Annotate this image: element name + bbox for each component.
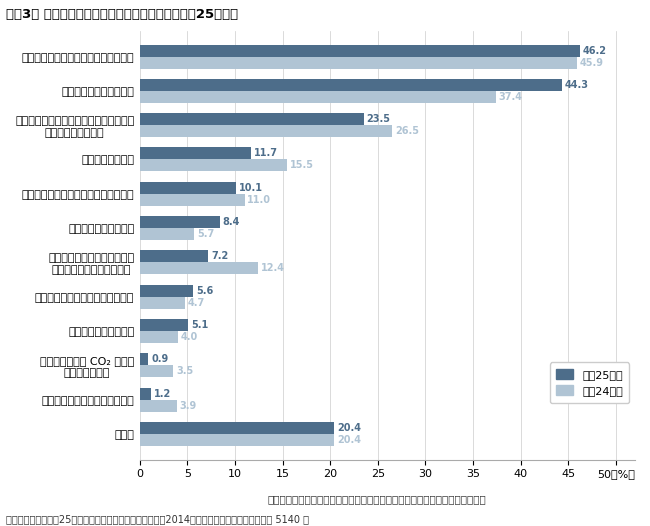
Text: 出典：総務省「平成25年通信利用動向調査」　調査期間：2014年１～３月　調査企業数：全国 5140 社: 出典：総務省「平成25年通信利用動向調査」 調査期間：2014年１～３月 調査企… (6, 514, 309, 524)
Text: 11.7: 11.7 (254, 148, 278, 158)
Text: 45.9: 45.9 (580, 57, 604, 67)
Text: 15.5: 15.5 (291, 160, 314, 170)
Text: 11.0: 11.0 (248, 195, 272, 205)
Text: 23.5: 23.5 (367, 114, 391, 124)
Text: 1.2: 1.2 (154, 389, 172, 399)
Bar (140, 331, 178, 343)
Text: 7.2: 7.2 (211, 251, 229, 261)
Bar (140, 353, 148, 366)
Text: 26.5: 26.5 (395, 126, 419, 136)
Text: 37.4: 37.4 (499, 92, 523, 102)
Text: 5.6: 5.6 (196, 286, 213, 296)
Bar (140, 228, 194, 240)
Text: 44.3: 44.3 (565, 80, 588, 90)
Legend: 平成25年末, 平成24年末: 平成25年末, 平成24年末 (550, 362, 629, 403)
Bar (140, 194, 244, 206)
Text: 5.1: 5.1 (191, 320, 209, 330)
Text: 4.7: 4.7 (187, 298, 205, 308)
Bar (140, 434, 334, 446)
Bar (140, 285, 193, 297)
Bar (140, 91, 496, 103)
Text: 20.4: 20.4 (337, 435, 361, 445)
Bar (140, 400, 177, 412)
Bar (140, 45, 580, 56)
Text: 【図3】 テレワークの導入目的（複数回答）（平成25年末）: 【図3】 テレワークの導入目的（複数回答）（平成25年末） (6, 8, 239, 21)
Text: 5.7: 5.7 (197, 229, 214, 239)
Bar (140, 422, 334, 434)
Bar (140, 56, 577, 68)
Text: テレワークには在宅勤務、サテライトオフィス勤務、モバイルワークを含む。: テレワークには在宅勤務、サテライトオフィス勤務、モバイルワークを含む。 (268, 494, 486, 504)
Text: 3.9: 3.9 (180, 401, 197, 411)
Text: 3.5: 3.5 (176, 366, 193, 377)
Bar (140, 216, 220, 228)
Text: 46.2: 46.2 (582, 46, 606, 56)
Bar (140, 159, 287, 171)
Text: 10.1: 10.1 (239, 183, 263, 193)
Bar (140, 182, 236, 194)
Bar (140, 319, 188, 331)
Text: 0.9: 0.9 (151, 355, 168, 365)
Text: 8.4: 8.4 (223, 217, 240, 227)
Text: 4.0: 4.0 (181, 332, 198, 342)
Bar (140, 366, 173, 377)
Text: 20.4: 20.4 (337, 423, 361, 433)
Bar (140, 297, 185, 309)
Bar (140, 113, 363, 125)
Bar (140, 147, 251, 159)
Bar (140, 262, 258, 275)
Bar (140, 388, 151, 400)
Bar (140, 79, 562, 91)
Bar (140, 125, 392, 137)
Bar (140, 250, 209, 262)
Text: 12.4: 12.4 (261, 264, 285, 274)
